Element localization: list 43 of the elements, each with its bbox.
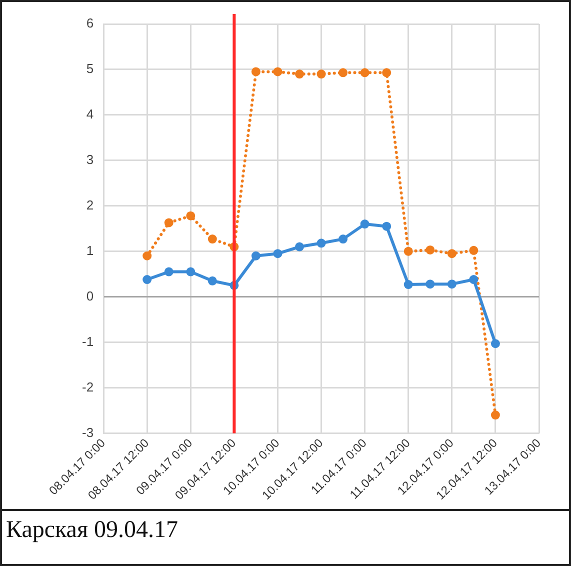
point [164,218,174,228]
y-tick-label: 3 [86,152,94,167]
y-tick-label: -3 [82,424,94,440]
y-tick-label: 2 [86,197,94,212]
point [186,267,196,276]
point [382,222,392,231]
point [295,70,304,79]
point [316,238,326,248]
point [360,220,370,229]
point [382,68,392,78]
text: Карская 09.04.17 [2,509,569,550]
point [426,245,435,254]
point [273,67,282,76]
point [469,246,478,255]
y-tick-label: 5 [86,61,94,76]
point [142,275,152,284]
point [360,68,370,78]
y-tick-label: 6 [86,16,94,31]
point [186,211,196,220]
point [469,275,478,284]
point [208,234,217,244]
point [251,251,260,260]
point [426,280,435,289]
y-tick-label: -2 [82,379,94,394]
point [338,68,348,78]
point [164,267,174,276]
y-tick-label: 0 [86,288,94,304]
point [490,339,500,348]
point [251,67,260,76]
y-tick-label: 1 [86,242,94,258]
point [208,276,217,286]
point [316,70,326,79]
point [273,249,282,258]
point [142,251,152,260]
point [447,249,456,258]
point [490,410,500,420]
point [295,242,304,252]
y-tick-label: -1 [82,334,94,349]
point [404,280,413,290]
y-tick-label: 4 [86,106,94,122]
point [338,234,348,244]
point [404,246,413,256]
point [447,280,456,289]
